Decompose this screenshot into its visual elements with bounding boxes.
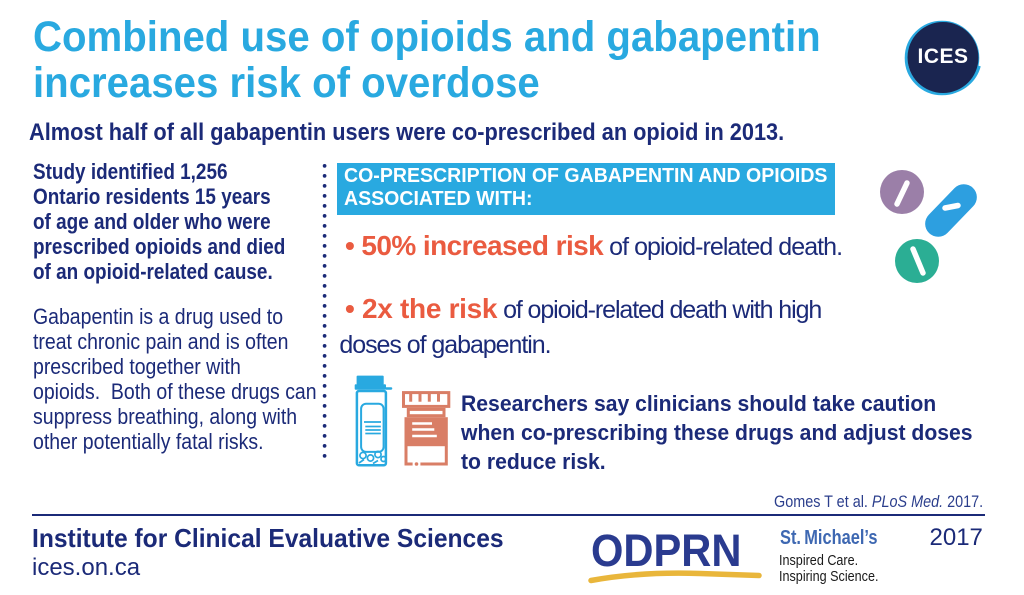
svg-text:ICES: ICES — [917, 45, 968, 68]
